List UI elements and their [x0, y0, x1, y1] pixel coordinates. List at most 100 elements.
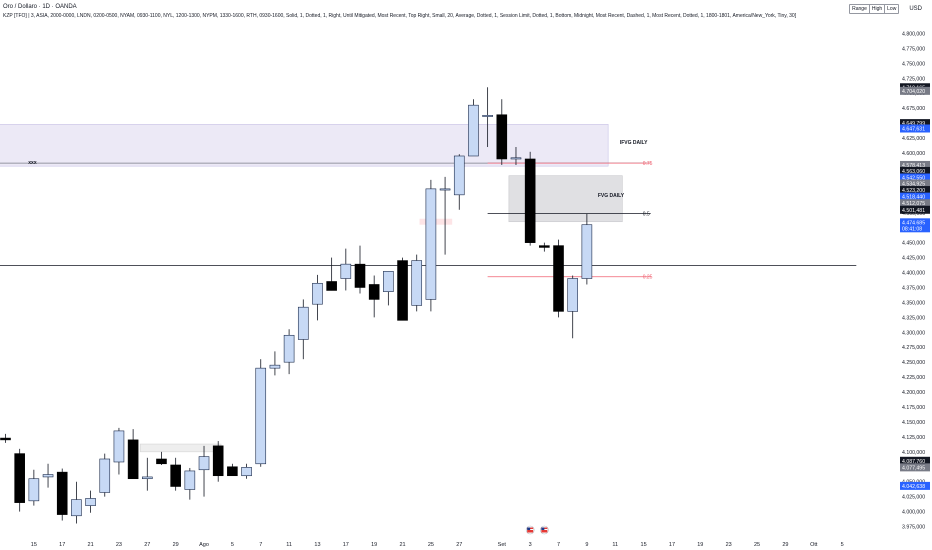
- x-tick-label: 15: [31, 542, 37, 548]
- y-tick-label: 4.350,000: [902, 300, 925, 306]
- x-tick-label: 5: [231, 542, 234, 548]
- candle: [212, 441, 224, 482]
- x-tick-label: 19: [697, 542, 703, 548]
- y-tick-label: 4.225,000: [902, 375, 925, 381]
- candle: [170, 457, 181, 491]
- currency-selector[interactable]: USD: [909, 6, 922, 12]
- price-label-text: 4.647,631: [902, 126, 925, 132]
- candle: [283, 329, 295, 375]
- x-tick-label: 23: [116, 542, 122, 548]
- candle-body: [553, 245, 564, 312]
- candle-body: [510, 157, 522, 160]
- price-label: 4.042,638: [900, 481, 930, 490]
- candle-body: [496, 114, 508, 160]
- candle: [383, 271, 394, 306]
- price-label: 4.518,440: [900, 192, 930, 201]
- y-tick-label: 4.150,000: [902, 420, 925, 426]
- candle: [227, 463, 238, 477]
- candle-body: [468, 104, 479, 157]
- x-tick-label: 29: [173, 542, 179, 548]
- candle-body: [156, 458, 167, 465]
- y-tick-label: 4.025,000: [902, 495, 925, 501]
- x-tick-label: 23: [726, 542, 732, 548]
- candle-body: [297, 306, 309, 340]
- candle-body: [383, 271, 394, 292]
- price-label-bg: [900, 463, 930, 472]
- price-label-text: 4.518,440: [902, 195, 925, 201]
- candle: [368, 275, 380, 318]
- price-label-bg: [900, 199, 930, 208]
- x-tick-label: 29: [782, 542, 788, 548]
- candle: [42, 463, 54, 488]
- x-tick-label: 21: [399, 542, 405, 548]
- candle: [312, 274, 323, 321]
- candle-body: [0, 437, 11, 441]
- range-toggle: Range High Low: [849, 4, 900, 14]
- x-tick-label: 3: [529, 542, 532, 548]
- candle-body: [42, 474, 54, 478]
- x-tick-label: 13: [314, 542, 320, 548]
- price-label-bg: [900, 218, 930, 227]
- candle-body: [241, 467, 252, 477]
- candle: [241, 463, 252, 479]
- candle-body: [567, 278, 579, 312]
- candle-body: [184, 470, 196, 490]
- high-button[interactable]: High: [870, 5, 886, 13]
- candle: [269, 351, 281, 376]
- low-button[interactable]: Low: [887, 6, 897, 12]
- x-tick-label: 7: [259, 542, 262, 548]
- candle: [524, 151, 536, 246]
- y-tick-label: 4.400,000: [902, 271, 925, 277]
- candle: [340, 248, 352, 291]
- y-tick-label: 4.125,000: [902, 435, 925, 441]
- y-tick-label: 4.450,000: [902, 241, 925, 247]
- x-tick-label: 5: [841, 542, 844, 548]
- x-tick-label: 11: [612, 542, 618, 548]
- y-tick-label: 4.600,000: [902, 151, 925, 157]
- y-tick-label: 4.800,000: [902, 31, 925, 37]
- candle-body: [142, 476, 153, 480]
- price-label-text: 4.523,200: [902, 188, 925, 194]
- candle: [0, 433, 11, 443]
- candle: [184, 467, 196, 500]
- candle: [411, 254, 423, 312]
- indicator-legend[interactable]: KZP [TFO] | 3, ASIA, 2000-0000, LNDN, 02…: [3, 13, 797, 19]
- candle-body: [425, 188, 437, 300]
- candle: [198, 445, 210, 497]
- zone-annotation: IFVG DAILY: [620, 140, 648, 146]
- price-label-text: 4.649,799: [902, 121, 925, 127]
- candle-body: [170, 464, 181, 487]
- x-tick-label: Set: [498, 542, 507, 548]
- price-label: 4.563,060: [900, 166, 930, 175]
- candle: [453, 154, 465, 210]
- price-label: 4.704,020: [900, 86, 930, 95]
- candle: [397, 257, 408, 321]
- x-tick-label: 27: [456, 542, 462, 548]
- range-button[interactable]: Range: [850, 5, 870, 13]
- y-tick-label: 4.275,000: [902, 345, 925, 351]
- y-tick-label: 4.300,000: [902, 330, 925, 336]
- candle: [85, 490, 96, 513]
- candle-body: [85, 498, 96, 506]
- y-tick-label: 3.975,000: [902, 525, 925, 531]
- price-label-text: 4.534,925: [902, 181, 925, 187]
- price-label: 4.077,495: [900, 463, 930, 472]
- x-tick-label: 17: [59, 542, 65, 548]
- candle: [156, 451, 167, 465]
- price-label: 4.474,685: [900, 218, 930, 227]
- x-tick-label: 19: [371, 542, 377, 548]
- price-label-bg: [900, 166, 930, 175]
- y-tick-label: 4.625,000: [902, 136, 925, 142]
- y-tick-label: 4.725,000: [902, 76, 925, 82]
- candle-body: [198, 456, 210, 471]
- symbol-title[interactable]: Oro / Dollaro · 1D · OANDA: [3, 4, 77, 10]
- price-label-text: 4.563,060: [902, 169, 925, 175]
- level-label: 0.25: [643, 275, 653, 281]
- candle-body: [227, 466, 238, 477]
- price-label-text: 4.087,760: [902, 459, 925, 465]
- us-flag-icon: [540, 525, 549, 535]
- candle-body: [127, 439, 139, 480]
- price-label-bg: [900, 456, 930, 465]
